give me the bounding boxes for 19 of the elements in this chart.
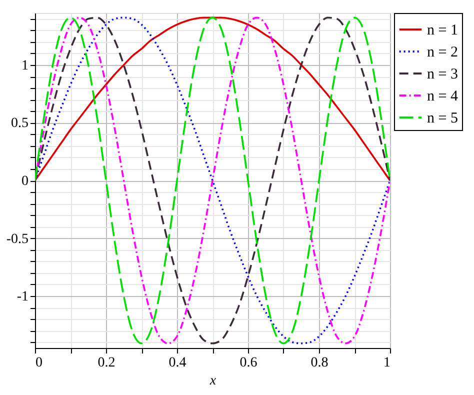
legend-label: n = 2: [427, 44, 458, 60]
legend-label: n = 3: [427, 66, 458, 82]
legend-label: n = 1: [427, 22, 458, 38]
legend-label: n = 5: [427, 110, 458, 126]
y-tick-label: 1: [22, 58, 28, 74]
y-tick-label: 0.5: [11, 116, 28, 132]
x-tick-label: 0.6: [240, 356, 258, 370]
x-tick-label: 0.8: [310, 356, 328, 370]
x-tick-label: 0.4: [168, 356, 186, 370]
y-tick-label: -0.5: [6, 232, 28, 247]
line-series: [35, 16, 390, 182]
x-tick-label: 0: [36, 356, 42, 370]
line-series: [35, 16, 390, 344]
y-tick-label: -1: [16, 290, 28, 305]
x-axis-title: x: [208, 374, 217, 388]
y-tick-label: 0: [22, 174, 28, 189]
x-tick-label: 0.2: [98, 356, 116, 370]
x-tick-label: 1: [384, 356, 390, 370]
legend-label: n = 4: [427, 88, 458, 104]
